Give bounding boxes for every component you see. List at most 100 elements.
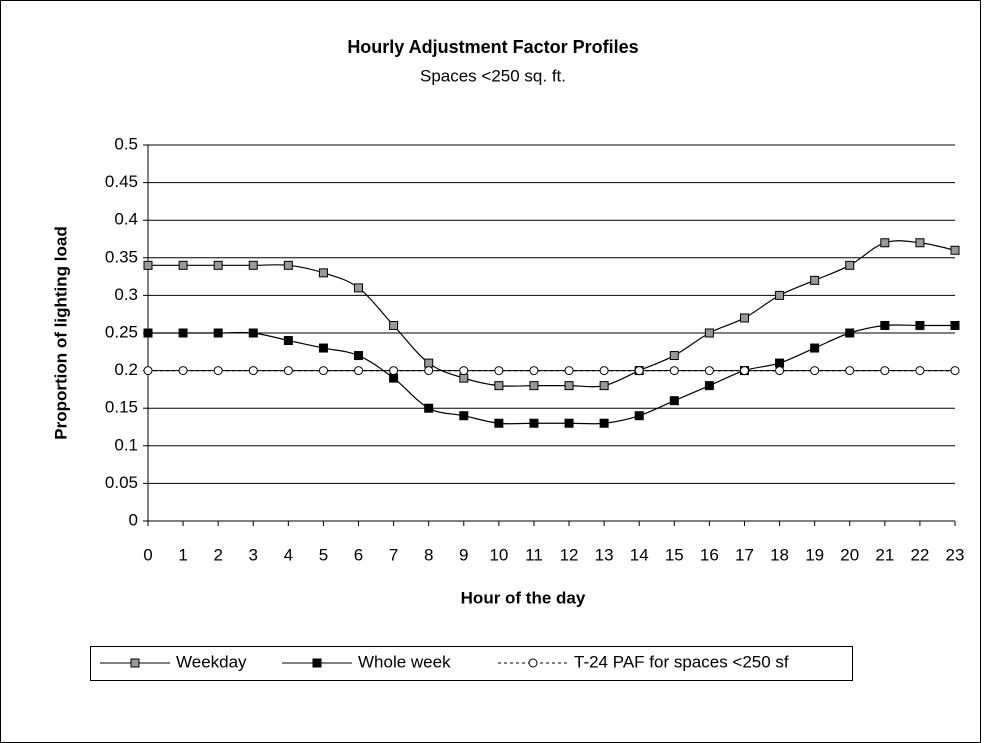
data-point: [669, 366, 679, 376]
data-point: [143, 260, 153, 270]
x-tick-label: 4: [284, 545, 293, 564]
data-point: [143, 366, 153, 376]
y-tick-label: 0.5: [114, 134, 138, 153]
data-point: [599, 366, 609, 376]
data-point: [459, 373, 469, 383]
data-point: [354, 366, 364, 376]
data-point: [704, 366, 714, 376]
data-point: [704, 328, 714, 338]
data-point: [494, 381, 504, 391]
data-point: [669, 396, 679, 406]
data-point: [143, 328, 153, 338]
data-point: [459, 366, 469, 376]
x-tick-label: 3: [249, 545, 258, 564]
y-tick-label: 0.35: [105, 247, 138, 266]
y-tick-label: 0.3: [114, 285, 138, 304]
data-point: [459, 411, 469, 421]
data-point: [634, 366, 644, 376]
data-point: [318, 366, 328, 376]
data-point: [424, 403, 434, 413]
data-point: [564, 381, 574, 391]
y-tick-label: 0: [129, 510, 138, 529]
data-point: [739, 313, 749, 323]
x-tick-label: 18: [770, 545, 789, 564]
x-tick-label: 5: [319, 545, 328, 564]
chart-title: Hourly Adjustment Factor Profiles: [347, 37, 638, 57]
x-tick-label: 19: [805, 545, 824, 564]
y-tick-label: 0.25: [105, 322, 138, 341]
x-tick-label: 15: [665, 545, 684, 564]
data-point: [248, 260, 258, 270]
data-point: [283, 366, 293, 376]
data-point: [775, 366, 785, 376]
data-point: [424, 366, 434, 376]
y-tick-label: 0.15: [105, 398, 138, 417]
data-point: [950, 366, 960, 376]
data-point: [248, 366, 258, 376]
data-point: [880, 366, 890, 376]
x-tick-label: 8: [424, 545, 433, 564]
x-tick-label: 9: [459, 545, 468, 564]
x-axis-title: Hour of the day: [461, 588, 586, 607]
legend-label: T-24 PAF for spaces <250 sf: [574, 652, 789, 671]
data-point: [213, 366, 223, 376]
data-point: [704, 381, 714, 391]
x-tick-label: 17: [735, 545, 754, 564]
chart-subtitle: Spaces <250 sq. ft.: [420, 66, 566, 85]
data-point: [178, 366, 188, 376]
data-point: [880, 238, 890, 248]
data-point: [775, 358, 785, 368]
data-point: [880, 320, 890, 330]
data-point: [915, 320, 925, 330]
data-point: [389, 320, 399, 330]
legend-marker: [312, 658, 322, 668]
data-point: [529, 381, 539, 391]
data-point: [389, 366, 399, 376]
x-tick-label: 2: [213, 545, 222, 564]
y-tick-label: 0.05: [105, 473, 138, 492]
x-tick-label: 10: [489, 545, 508, 564]
legend-marker: [130, 658, 140, 668]
data-point: [354, 351, 364, 361]
data-point: [915, 366, 925, 376]
legend-label: Weekday: [176, 652, 247, 671]
data-point: [178, 328, 188, 338]
data-point: [389, 373, 399, 383]
x-tick-label: 21: [875, 545, 894, 564]
data-point: [739, 366, 749, 376]
data-point: [283, 336, 293, 346]
data-point: [248, 328, 258, 338]
data-point: [915, 238, 925, 248]
data-point: [564, 366, 574, 376]
legend-box: [90, 646, 853, 681]
data-point: [529, 366, 539, 376]
data-point: [318, 268, 328, 278]
data-point: [529, 418, 539, 428]
data-point: [354, 283, 364, 293]
data-point: [564, 418, 574, 428]
x-tick-label: 14: [630, 545, 649, 564]
data-point: [845, 260, 855, 270]
y-tick-label: 0.4: [114, 210, 138, 229]
x-tick-label: 6: [354, 545, 363, 564]
x-tick-label: 13: [595, 545, 614, 564]
x-tick-label: 7: [389, 545, 398, 564]
data-point: [845, 328, 855, 338]
x-tick-label: 12: [560, 545, 579, 564]
data-point: [599, 418, 609, 428]
data-point: [424, 358, 434, 368]
data-point: [283, 260, 293, 270]
data-point: [494, 418, 504, 428]
data-point: [775, 290, 785, 300]
legend-label: Whole week: [358, 652, 451, 671]
legend-marker: [528, 658, 538, 668]
data-point: [318, 343, 328, 353]
data-point: [178, 260, 188, 270]
data-point: [599, 381, 609, 391]
x-tick-label: 22: [910, 545, 929, 564]
y-tick-label: 0.45: [105, 172, 138, 191]
data-point: [669, 351, 679, 361]
data-point: [950, 320, 960, 330]
data-point: [845, 366, 855, 376]
